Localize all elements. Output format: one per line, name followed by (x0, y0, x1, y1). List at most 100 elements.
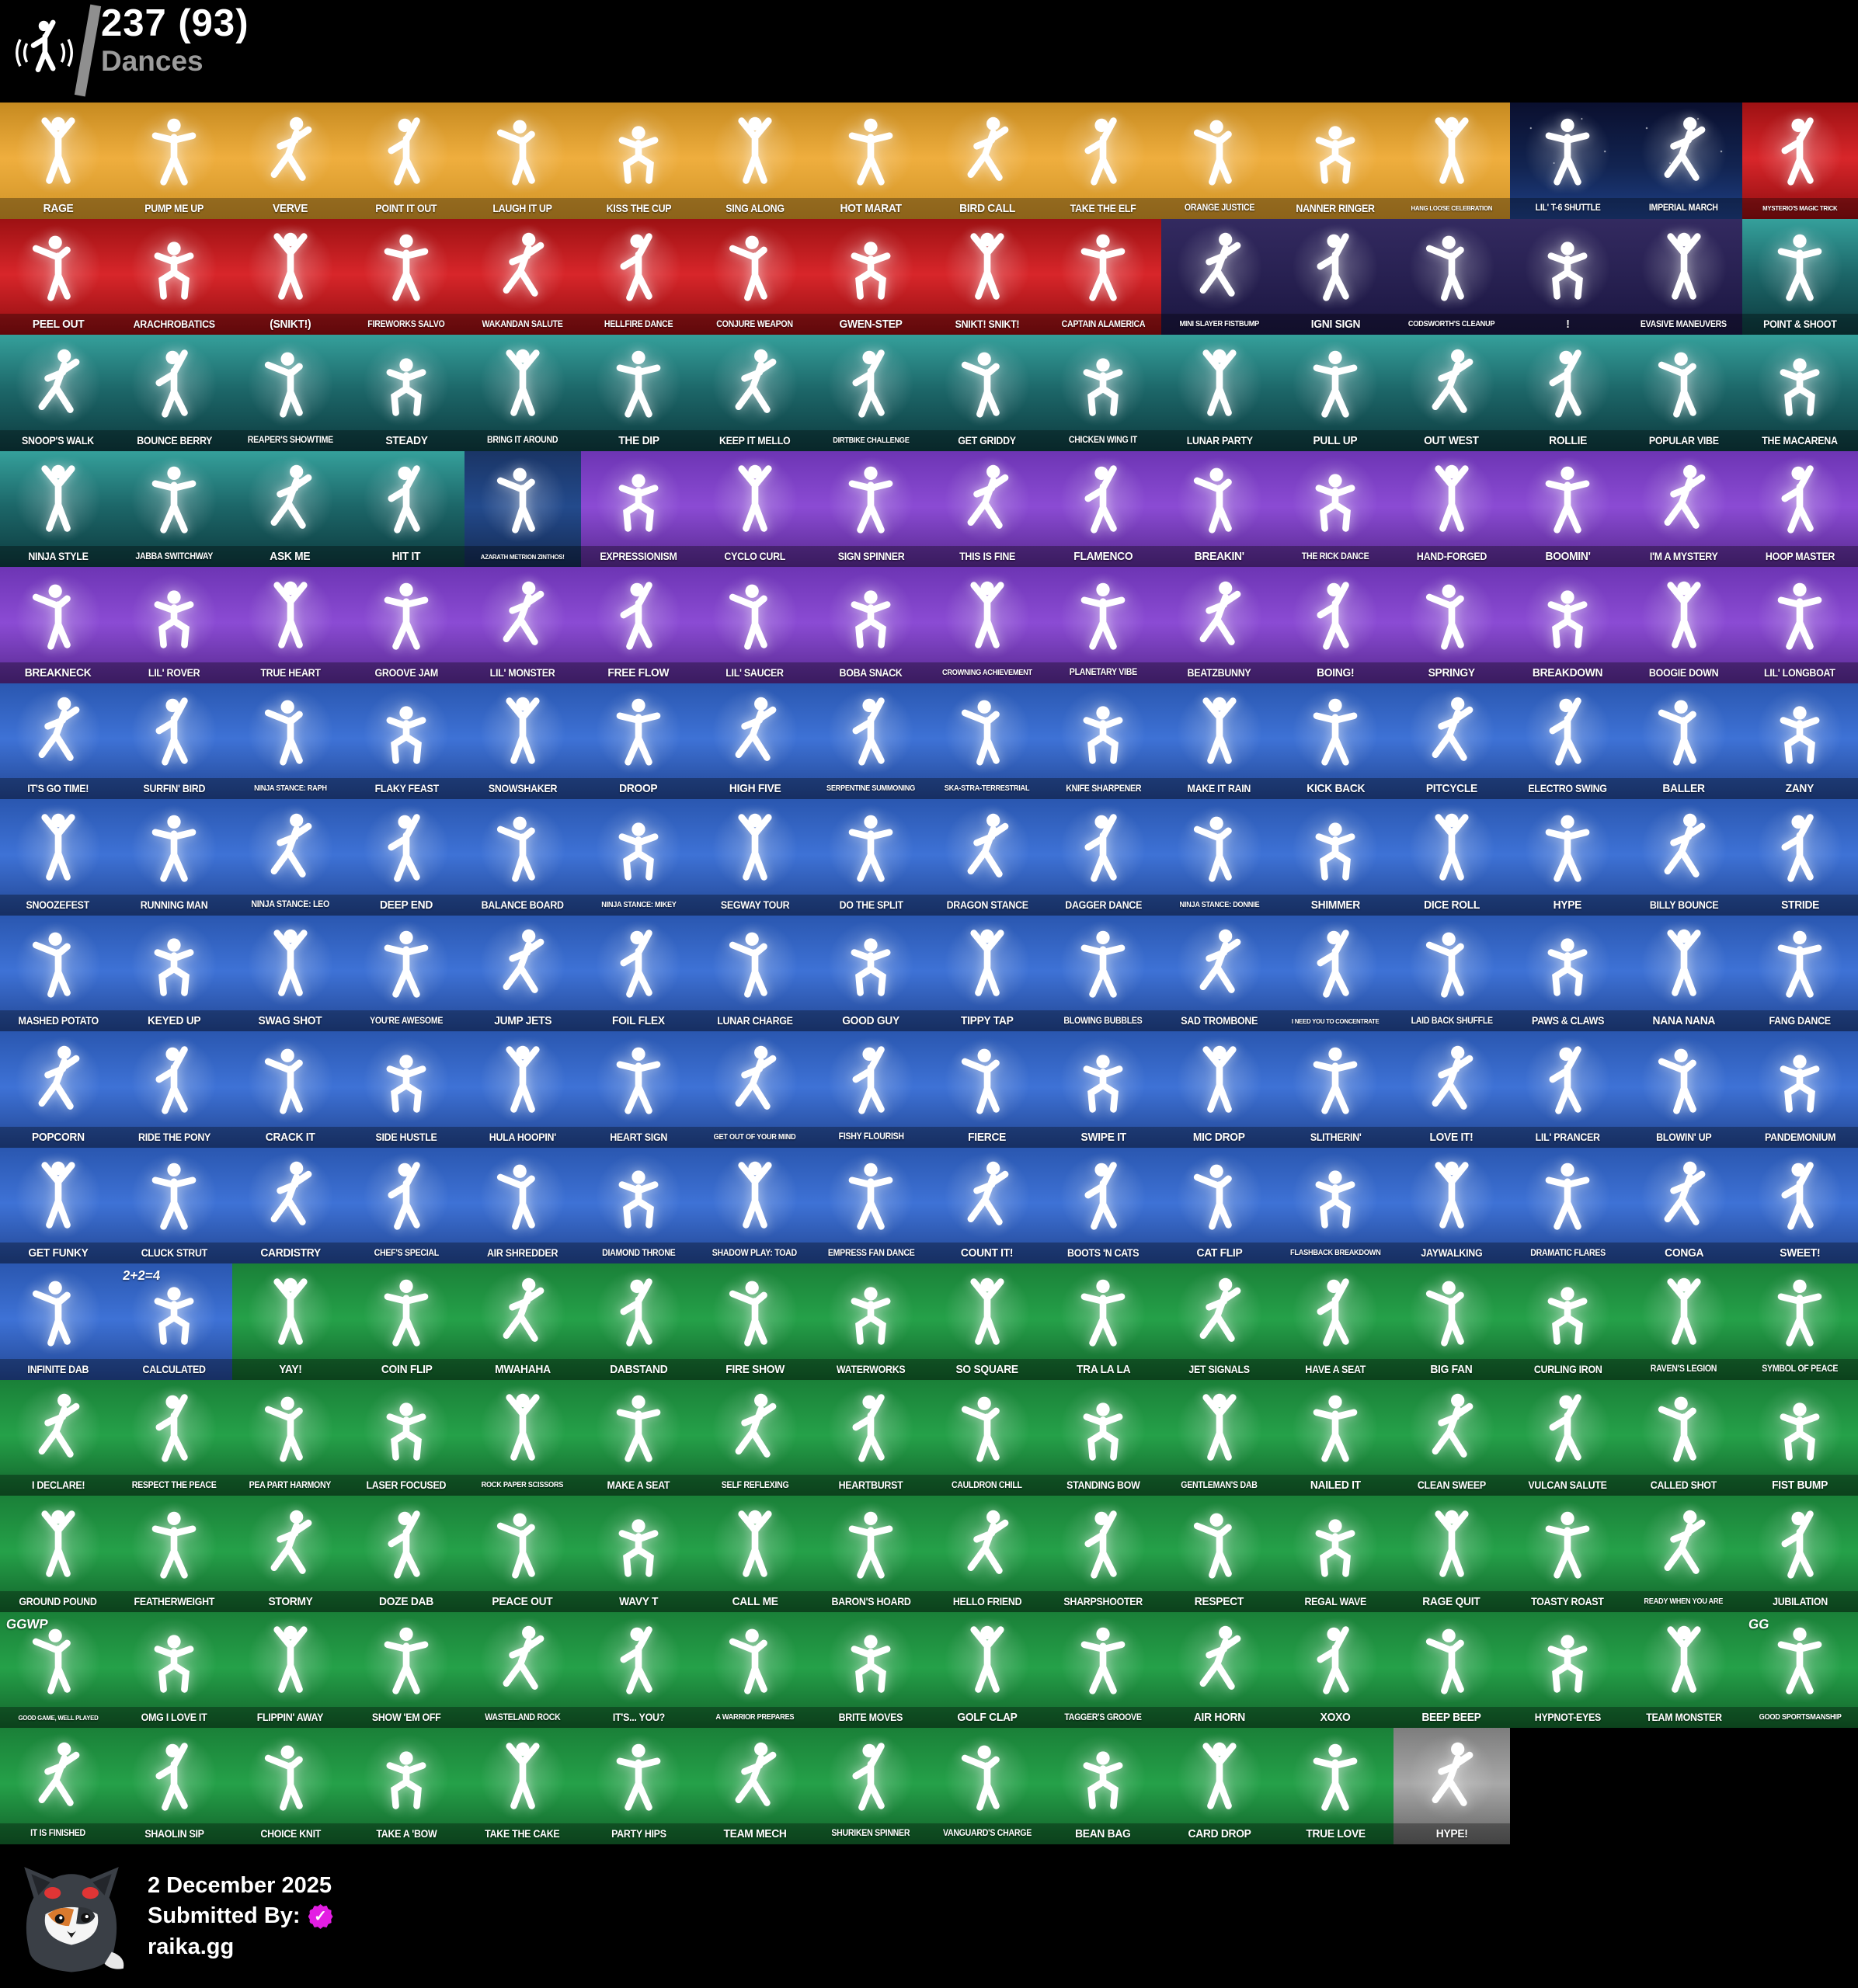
emote-tile: JUMP JETS (464, 915, 581, 1031)
header: 237 (93) Dances (0, 0, 1858, 103)
emote-tile: HYPE! (1394, 1728, 1510, 1844)
emote-figure-icon (813, 1263, 930, 1360)
emote-name: GROOVE JAM (374, 666, 439, 679)
emote-name: NAILED IT (1310, 1479, 1361, 1492)
emote-tile: FLASHBACK BREAKDOWN (1277, 1147, 1394, 1263)
emote-tile: FLIPPIN' AWAY (232, 1611, 349, 1728)
emote-tile: GROUND POUND (0, 1496, 117, 1612)
emote-art-text: GG (1747, 1616, 1770, 1632)
emote-name-band: SIGN SPINNER (812, 546, 929, 567)
emote-tile: PUMP ME UP (116, 103, 232, 219)
emote-figure-icon (232, 567, 349, 663)
emote-tile: POPCORN (0, 1031, 117, 1148)
emote-tile: AIR HORN (1161, 1611, 1278, 1728)
emote-figure-icon (1626, 451, 1742, 547)
emote-tile: BILLY BOUNCE (1626, 799, 1742, 916)
emote-name: SAD TROMBONE (1181, 1015, 1258, 1027)
emote-tile: SNOOZEFEST (0, 799, 117, 916)
emote-tile: RAGE QUIT (1394, 1496, 1510, 1612)
emote-figure-icon (581, 219, 698, 315)
emote-name-band: SELF REFLEXING (697, 1475, 813, 1496)
emote-name: WAVY T (619, 1594, 659, 1608)
emote-name: ELECTRO SWING (1528, 783, 1608, 794)
emote-figure-icon (1278, 567, 1394, 663)
emote-name: GOLF CLAP (957, 1711, 1018, 1724)
emote-figure-icon (813, 451, 930, 547)
emote-name-band: ELECTRO SWING (1509, 778, 1626, 799)
emote-name: TOASTY ROAST (1531, 1595, 1605, 1607)
emote-figure-icon (232, 799, 349, 895)
emote-name: COUNT IT! (961, 1246, 1014, 1260)
emote-tile: SHADOW PLAY: TOAD (697, 1147, 813, 1263)
emote-name: POPULAR VIBE (1648, 434, 1719, 447)
emote-tile: BALANCE BOARD (464, 799, 581, 916)
emote-tile: TRA LA LA (1045, 1263, 1161, 1380)
emote-figure-icon (1278, 451, 1394, 547)
emote-tile: CARDISTRY (232, 1147, 349, 1263)
emote-figure-icon (1742, 1031, 1858, 1128)
emote-name-band: HOT MARAT (812, 197, 929, 219)
emote-figure-icon (1046, 1031, 1162, 1128)
emote-name-band: HYPNOT-EYES (1509, 1707, 1626, 1728)
emote-name-band: EVASIVE MANEUVERS (1626, 314, 1742, 335)
emote-name: INFINITE DAB (27, 1363, 89, 1375)
emote-figure-icon (1626, 335, 1742, 431)
emote-art-text: 2+2=4 (121, 1268, 161, 1283)
emote-name-band: BRING IT AROUND (464, 429, 581, 451)
emote-name: NANA NANA (1652, 1014, 1716, 1027)
emote-figure-icon (1046, 1380, 1162, 1476)
emote-name-band: HAVE A SEAT (1277, 1358, 1394, 1380)
emote-name: DRAGON STANCE (946, 898, 1028, 911)
emote-name: FOIL FLEX (612, 1014, 666, 1027)
emote-name: CROWNING ACHIEVEMENT (941, 668, 1032, 677)
emote-tile: BIRD CALL (929, 103, 1046, 219)
emote-name-band: STANDING BOW (1045, 1475, 1161, 1496)
emote-figure-icon (1046, 1728, 1162, 1824)
emote-figure-icon (1046, 451, 1162, 547)
emote-name-band: TEAM MECH (697, 1823, 813, 1844)
emote-figure-icon (1394, 683, 1510, 780)
emote-figure-icon (581, 451, 698, 547)
emote-name: HOOP MASTER (1765, 551, 1835, 562)
emote-figure-icon (697, 451, 813, 547)
dancer-icon (11, 6, 78, 99)
emote-name-band: DOZE DAB (348, 1590, 464, 1612)
emote-name-band: I DECLARE! (0, 1475, 117, 1496)
emote-name-band: DABSTAND (580, 1358, 697, 1380)
emote-tile: GOLF CLAP (929, 1611, 1046, 1728)
emote-name-band: LAID BACK SHUFFLE (1394, 1010, 1510, 1031)
emote-name: YOU'RE AWESOME (370, 1016, 444, 1026)
emote-name: SYMBOL OF PEACE (1762, 1364, 1839, 1374)
emote-name-band: TRUE LOVE (1277, 1823, 1394, 1844)
emote-tile: MINI SLAYER FISTBUMP (1161, 218, 1278, 335)
emote-figure-icon (581, 1380, 698, 1476)
emote-figure-icon (1510, 103, 1627, 199)
emote-name-band: BIG FAN (1394, 1358, 1510, 1380)
emote-name-band: FREE FLOW (580, 662, 697, 683)
emote-name: I NEED YOU TO CONCENTRATE (1291, 1017, 1380, 1025)
emote-name-band: PEEL OUT (0, 314, 117, 335)
emote-tile: SERPENTINE SUMMONING (812, 683, 929, 799)
emote-tile: SWAG SHOT (232, 915, 349, 1031)
emote-name: SO SQUARE (955, 1362, 1019, 1376)
emote-figure-icon (929, 567, 1046, 663)
emote-name-band: EMPRESS FAN DANCE (812, 1242, 929, 1263)
emote-figure-icon (1626, 567, 1742, 663)
emote-tile: CHEF'S SPECIAL (348, 1147, 464, 1263)
emote-figure-icon (1278, 1031, 1394, 1128)
emote-tile: LAID BACK SHUFFLE (1394, 915, 1510, 1031)
emote-figure-icon (117, 219, 233, 315)
emote-tile: FOIL FLEX (580, 915, 697, 1031)
emote-name-band: BREAKNECK (0, 662, 117, 683)
emote-tile: TEAM MECH (697, 1728, 813, 1844)
emote-tile: PEA PART HARMONY (232, 1379, 349, 1496)
emote-figure-icon (813, 567, 930, 663)
emote-name: JUMP JETS (493, 1014, 551, 1027)
emote-figure-icon (1046, 1612, 1162, 1708)
emote-figure-icon (117, 1380, 233, 1476)
emote-figure-icon (697, 683, 813, 780)
emote-figure-icon (929, 916, 1046, 1012)
emote-tile: EMPRESS FAN DANCE (812, 1147, 929, 1263)
emote-name-band: RAVEN'S LEGION (1626, 1358, 1742, 1380)
emote-figure-icon (581, 1263, 698, 1360)
